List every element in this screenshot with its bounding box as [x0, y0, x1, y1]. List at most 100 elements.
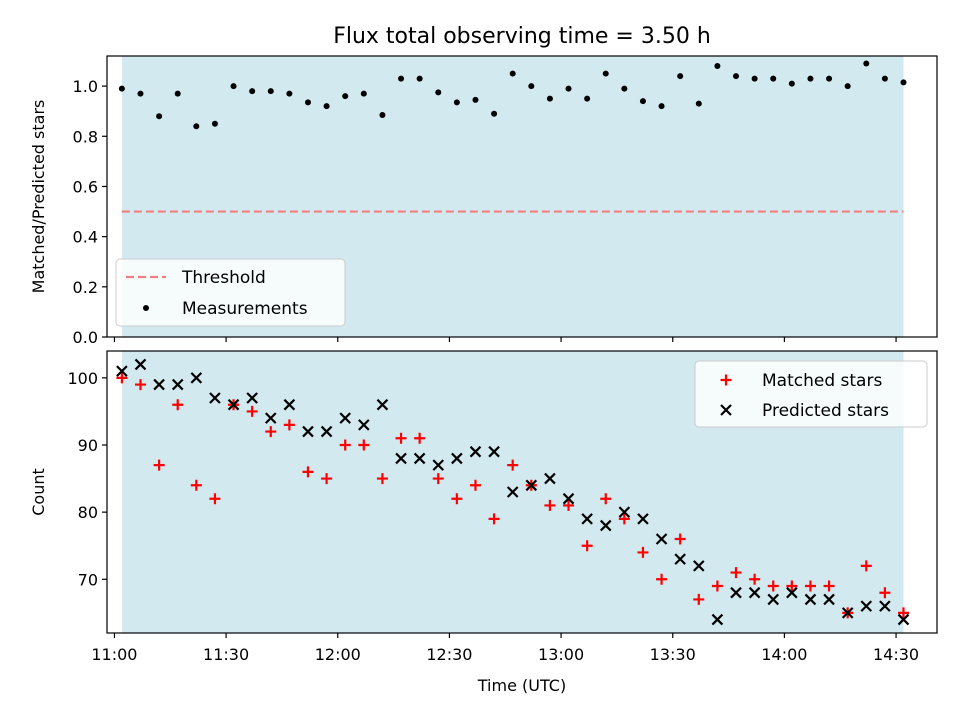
matched-star-point: [172, 399, 184, 411]
matched-star-point: [749, 573, 761, 585]
measurement-point: [304, 99, 311, 106]
measurement-point: [565, 85, 572, 92]
matched-star-point: [432, 473, 444, 485]
predicted-star-point: [395, 452, 407, 465]
measurement-point: [211, 120, 218, 127]
matched-star-point: [656, 573, 668, 585]
matched-star-point: [767, 580, 779, 592]
matched-star-point: [116, 372, 128, 384]
x-tick-label: 11:30: [203, 645, 249, 664]
y-tick-label: 0.0: [73, 328, 98, 347]
matched-star-point: [693, 593, 705, 605]
predicted-star-point: [599, 519, 612, 532]
matched-star-point: [358, 439, 370, 451]
predicted-star-point: [618, 506, 631, 518]
measurement-point: [416, 75, 423, 82]
y-axis-label: Matched/Predicted stars: [29, 100, 48, 294]
predicted-star-point: [506, 486, 519, 498]
predicted-star-point: [413, 452, 426, 465]
y-tick-label: 0.4: [73, 228, 98, 247]
matched-star-point: [321, 473, 333, 485]
predicted-star-point: [860, 600, 873, 612]
measurement-point: [733, 73, 740, 80]
predicted-star-point: [190, 372, 203, 384]
top-panel: 0.0 0.2 0.4 0.6 0.8 1.0 Matched/Predicted star…: [29, 55, 938, 347]
matched-star-point: [451, 493, 463, 505]
measurement-point: [881, 75, 888, 82]
measurement-point: [323, 103, 330, 110]
x-tick-label: 14:30: [873, 645, 919, 664]
matched-star-point: [563, 499, 575, 511]
matched-star-point: [134, 379, 146, 391]
predicted-star-point: [358, 419, 370, 431]
predicted-star-point: [264, 412, 277, 424]
x-tick-label: 13:30: [650, 645, 696, 664]
x-axis-label: Time (UTC): [477, 676, 566, 695]
measurement-point: [286, 90, 293, 97]
bottom-panel: 70 80 90 100 11:00 11:30 12:00 12:30 13:00 13:30 1…: [29, 350, 938, 695]
y-tick-label: 0.6: [73, 177, 98, 196]
predicted-star-point: [711, 613, 724, 626]
predicted-star-point: [488, 445, 500, 458]
matched-star-point: [507, 459, 519, 471]
predicted-star-point: [451, 452, 463, 465]
predicted-star-point: [246, 392, 258, 404]
predicted-star-point: [544, 472, 556, 485]
predicted-star-point: [134, 358, 147, 371]
measurement-point: [118, 85, 125, 92]
matched-star-point: [674, 533, 686, 545]
predicted-star-point: [469, 445, 482, 458]
measurement-point: [472, 96, 479, 103]
y-tick-label: 80: [78, 503, 98, 522]
y-tick-label: 70: [78, 570, 98, 589]
measurement-point: [677, 73, 684, 80]
measurement-point: [602, 70, 609, 77]
matched-star-point: [581, 540, 593, 552]
predicted-star-point: [562, 492, 575, 505]
matched-star-point: [209, 493, 221, 505]
matched-star-point: [302, 466, 314, 478]
measurement-point: [844, 83, 851, 90]
measurement-point: [546, 95, 553, 102]
legend-bottom: Matched stars Predicted stars: [694, 360, 928, 428]
predicted-star-point: [879, 600, 891, 612]
matched-star-point: [823, 580, 835, 592]
measurement-point: [193, 123, 200, 130]
measurement-point: [453, 99, 460, 106]
predicted-star-point: [655, 533, 668, 545]
matched-star-point: [544, 499, 556, 511]
matched-star-point: [469, 479, 481, 491]
predicted-star-point: [320, 425, 333, 438]
x-tick-label: 12:00: [315, 645, 361, 664]
y-axis-label: Count: [29, 468, 48, 516]
predicted-star-point: [525, 479, 538, 492]
axes-frame: [106, 350, 938, 634]
measurement-point: [230, 83, 237, 90]
legend-top: Threshold Measurements: [115, 258, 346, 327]
measurement-point: [528, 83, 535, 90]
predicted-star-point: [432, 459, 445, 471]
y-tick-label: 1.0: [73, 77, 98, 96]
matched-star-point: [730, 567, 742, 579]
chart-title: Flux total observing time = 3.50 h: [333, 24, 711, 49]
measurement-point: [249, 88, 256, 95]
predicted-star-point: [339, 412, 351, 424]
measurement-point: [584, 95, 591, 102]
matched-star-point: [283, 419, 295, 431]
matched-star-point: [265, 426, 277, 438]
measurement-point: [360, 90, 367, 97]
matched-star-point: [488, 513, 500, 525]
legend-threshold-label: Threshold: [181, 268, 266, 288]
measurement-point: [807, 75, 814, 82]
matched-star-point: [786, 580, 798, 592]
matched-star-point: [246, 405, 258, 417]
y-tick-label: 0.2: [73, 278, 98, 297]
measurement-point: [342, 93, 349, 100]
predicted-star-point: [637, 513, 649, 525]
measurement-point: [658, 103, 665, 110]
x-tick-label: 12:30: [426, 645, 472, 664]
predicted-star-point: [823, 593, 835, 606]
predicted-star-point: [841, 607, 854, 619]
predicted-star-point: [730, 586, 742, 599]
